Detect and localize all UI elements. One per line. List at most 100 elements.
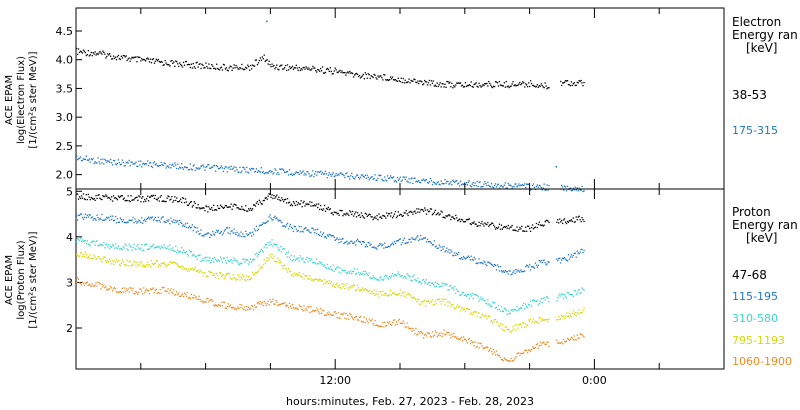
data-point (148, 293, 151, 295)
data-point (127, 58, 129, 60)
data-point (386, 180, 388, 182)
data-point (513, 229, 515, 231)
data-point (568, 293, 571, 296)
data-point (194, 202, 196, 205)
data-point (319, 234, 321, 237)
data-point (570, 254, 572, 256)
data-point (454, 181, 456, 183)
data-point (150, 217, 153, 219)
data-point (307, 68, 309, 71)
data-point (214, 209, 216, 211)
data-point (471, 183, 473, 185)
data-point (127, 288, 129, 290)
data-point (168, 166, 170, 169)
data-point (425, 279, 428, 281)
data-point (309, 69, 311, 71)
data-point (519, 226, 521, 229)
data-point (519, 354, 521, 357)
data-point (309, 275, 311, 277)
data-point (90, 217, 92, 219)
data-point (399, 322, 401, 324)
data-point (406, 322, 408, 324)
data-point (215, 231, 217, 234)
data-point (450, 86, 452, 88)
data-point (252, 309, 255, 311)
data-point (216, 63, 218, 65)
data-point (514, 272, 516, 275)
data-point (181, 64, 183, 67)
data-point (522, 304, 524, 306)
data-point (263, 199, 265, 202)
data-point (220, 275, 223, 278)
data-point (394, 274, 397, 276)
data-point (324, 282, 327, 284)
data-point (363, 217, 365, 219)
data-point (461, 292, 464, 294)
data-point (293, 67, 295, 69)
data-point (366, 289, 368, 291)
data-point (388, 177, 390, 179)
data-point (135, 220, 137, 222)
data-point (541, 224, 543, 226)
data-point (87, 256, 89, 258)
data-point (184, 198, 187, 200)
data-point (538, 259, 540, 262)
data-point (124, 243, 126, 245)
data-point (183, 166, 186, 168)
data-point (497, 85, 500, 87)
data-point (471, 85, 473, 88)
data-point (103, 51, 105, 53)
data-point (355, 240, 358, 242)
data-point (271, 253, 273, 255)
data-point (478, 82, 480, 84)
data-point (325, 267, 328, 270)
data-point (218, 272, 221, 274)
data-point (199, 167, 201, 169)
data-point (93, 217, 95, 220)
data-point (491, 183, 493, 185)
data-point (392, 275, 395, 277)
data-point (418, 208, 420, 210)
data-point (152, 58, 155, 60)
data-point (472, 86, 474, 88)
data-point (383, 247, 385, 249)
data-point (305, 227, 307, 229)
data-point (454, 336, 456, 338)
data-point (391, 292, 394, 294)
data-point (383, 294, 385, 296)
data-point (569, 220, 572, 222)
data-point (410, 279, 412, 281)
data-point (424, 237, 426, 239)
data-point (443, 329, 445, 331)
data-point (203, 207, 205, 209)
data-point (421, 331, 423, 333)
data-point (339, 286, 341, 289)
data-point (377, 245, 379, 247)
data-point (571, 337, 573, 339)
data-point (205, 166, 207, 168)
data-point (579, 292, 581, 295)
data-point (397, 271, 399, 273)
data-point (200, 207, 202, 209)
data-point (263, 173, 265, 175)
data-point (500, 224, 503, 226)
data-point (100, 218, 102, 220)
data-point (207, 211, 209, 213)
data-point (247, 64, 249, 66)
data-point (133, 222, 135, 224)
data-point (463, 338, 466, 340)
data-point (341, 70, 343, 72)
data-point (480, 296, 482, 298)
data-point (278, 173, 280, 175)
data-point (252, 65, 255, 67)
data-point (446, 215, 448, 218)
data-point (557, 297, 559, 299)
data-point (126, 259, 128, 261)
data-point (388, 322, 390, 325)
data-point (436, 298, 438, 301)
data-point (288, 302, 291, 305)
data-point (504, 326, 506, 328)
data-point (232, 232, 234, 234)
data-point (146, 163, 148, 165)
data-point (580, 189, 582, 191)
